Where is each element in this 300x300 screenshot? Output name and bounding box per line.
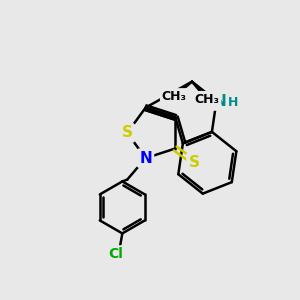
- Text: N: N: [139, 151, 152, 166]
- Text: H: H: [228, 96, 238, 109]
- Text: S: S: [122, 125, 133, 140]
- Text: Cl: Cl: [108, 247, 123, 261]
- Text: CH₃: CH₃: [162, 90, 187, 103]
- Text: N: N: [214, 94, 226, 109]
- Text: S: S: [188, 154, 200, 169]
- Text: CH₃: CH₃: [194, 93, 219, 106]
